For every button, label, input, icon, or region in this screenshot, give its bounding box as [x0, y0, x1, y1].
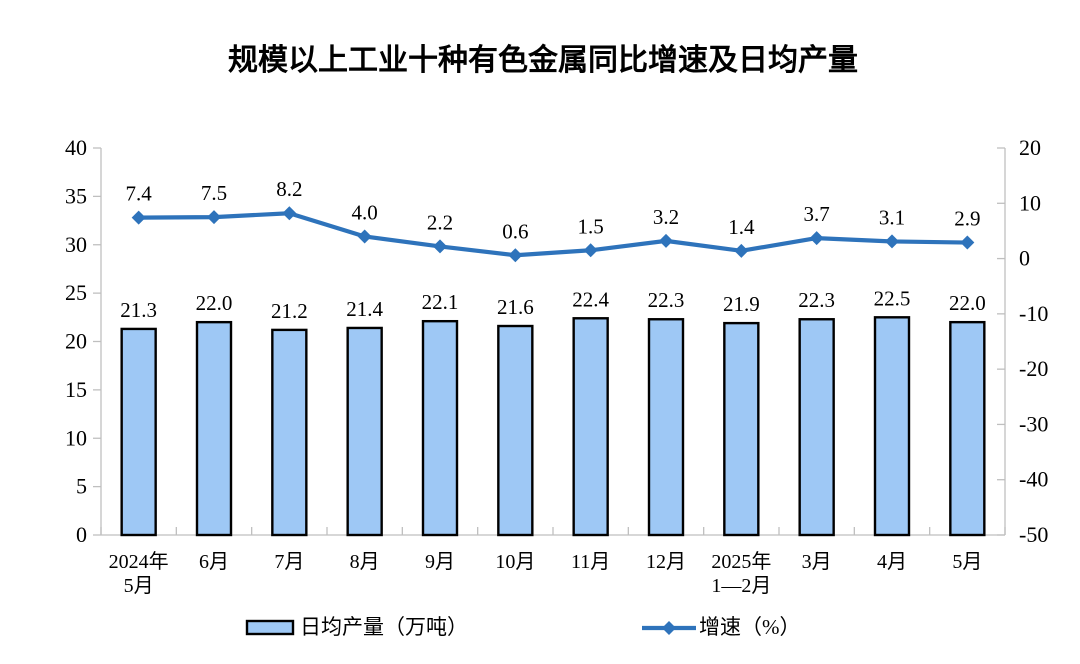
bar-data-label: 22.0	[949, 291, 986, 315]
line-data-label: 8.2	[276, 177, 302, 201]
line-data-label: 7.5	[201, 181, 227, 205]
line-marker-diamond	[207, 210, 221, 225]
x-tick-label: 3月	[802, 551, 832, 573]
y-axis-left-tick-label: 10	[65, 425, 87, 450]
line-data-label: 3.1	[879, 205, 905, 229]
line-data-label: 3.2	[653, 205, 679, 229]
legend-bar-swatch	[245, 619, 295, 636]
y-axis-right-tick-label: -50	[1019, 522, 1048, 547]
y-axis-left-tick-label: 25	[65, 280, 87, 305]
y-axis-left-tick-label: 35	[65, 183, 87, 208]
bar-data-label: 21.9	[723, 292, 760, 316]
line-marker-diamond	[433, 239, 447, 254]
y-axis-right-tick-label: -20	[1019, 356, 1048, 381]
bar	[195, 320, 233, 537]
x-tick-label: 5月	[952, 551, 982, 573]
line-data-label: 2.9	[954, 207, 980, 231]
x-tick-label: 7月	[274, 551, 304, 573]
bar	[572, 317, 609, 537]
line-marker-diamond	[734, 243, 749, 258]
plot-area: 0 5 10 15 20 25 30 35 40 -50 -40 -30 -20 -10 0 10 20 2024…	[65, 135, 1048, 639]
bar	[421, 319, 459, 537]
bar	[271, 328, 308, 537]
y-axis-left-tick-label: 0	[76, 522, 87, 547]
y-axis-left-tick-label: 15	[65, 377, 87, 402]
x-tick-label: 10月	[495, 551, 535, 573]
x-tick-label: 9月	[425, 551, 455, 573]
line-data-label: 1.5	[578, 214, 604, 238]
bar-data-label: 22.5	[874, 286, 911, 310]
y-axis-right-tick-label: 0	[1019, 246, 1030, 271]
bar-data-label: 22.3	[798, 288, 835, 312]
line-marker-diamond	[659, 233, 673, 248]
bar	[873, 316, 911, 537]
y-axis-left-tick-label: 30	[65, 232, 87, 257]
line-series	[136, 211, 970, 258]
line-marker-diamond	[809, 231, 824, 246]
bar	[949, 320, 986, 537]
bar-data-label: 21.3	[120, 298, 157, 322]
line-marker-diamond	[357, 229, 372, 244]
line-data-label: 4.0	[352, 200, 378, 224]
bar	[497, 324, 534, 537]
legend-label-line: 增速（%）	[699, 615, 801, 639]
x-tick-label: 2025年 1—2月	[711, 550, 771, 597]
x-tick-label: 6月	[199, 551, 229, 573]
line-marker-diamond	[960, 235, 975, 250]
chart-title: 规模以上工业十种有色金属同比增速及日均产量	[228, 43, 858, 77]
bar-data-label: 22.3	[648, 288, 685, 312]
line-marker-diamond	[282, 206, 297, 221]
y-axis-left-tick-label: 5	[76, 474, 87, 499]
x-tick-label: 4月	[877, 551, 907, 573]
x-tick-label: 12月	[646, 551, 686, 573]
y-axis-right-tick-label: 20	[1019, 135, 1041, 160]
x-tick-label: 11月	[571, 551, 610, 573]
y-axis-left-tick-label: 40	[65, 135, 87, 160]
bar-data-label: 21.4	[346, 297, 383, 321]
bar-data-label: 22.1	[422, 290, 459, 314]
line-data-label: 0.6	[502, 219, 528, 243]
y-axis-left-tick-label: 20	[65, 329, 87, 354]
bar	[798, 318, 835, 537]
legend: 日均产量（万吨） 增速（%）	[245, 615, 801, 639]
bar	[120, 327, 157, 537]
line-marker-diamond	[131, 210, 146, 225]
y-axis-right-tick-label: 10	[1019, 190, 1041, 215]
bar-data-label: 21.2	[271, 299, 308, 323]
bar	[346, 326, 383, 537]
bar	[723, 321, 760, 537]
y-axis-right-tick-label: -30	[1019, 411, 1048, 436]
bar	[647, 318, 685, 537]
legend-line-marker-diamond	[662, 621, 676, 635]
line-marker-diamond	[583, 243, 598, 258]
bar-data-label: 22.0	[196, 291, 233, 315]
line-data-label: 2.2	[427, 210, 453, 234]
x-tick-label: 2024年 5月	[109, 550, 169, 597]
line-data-label: 1.4	[728, 215, 755, 239]
bar-data-label: 22.4	[572, 287, 609, 311]
x-tick-label: 8月	[350, 551, 380, 573]
bar-data-label: 21.6	[497, 295, 534, 319]
y-axis-right-tick-label: -10	[1019, 301, 1048, 326]
y-axis-right-tick-label: -40	[1019, 467, 1048, 492]
line-data-label: 3.7	[804, 202, 830, 226]
line-marker-diamond	[885, 234, 899, 249]
legend-label-bar: 日均产量（万吨）	[300, 615, 468, 639]
line-data-label: 7.4	[126, 182, 153, 206]
line-marker-diamond	[508, 248, 523, 263]
